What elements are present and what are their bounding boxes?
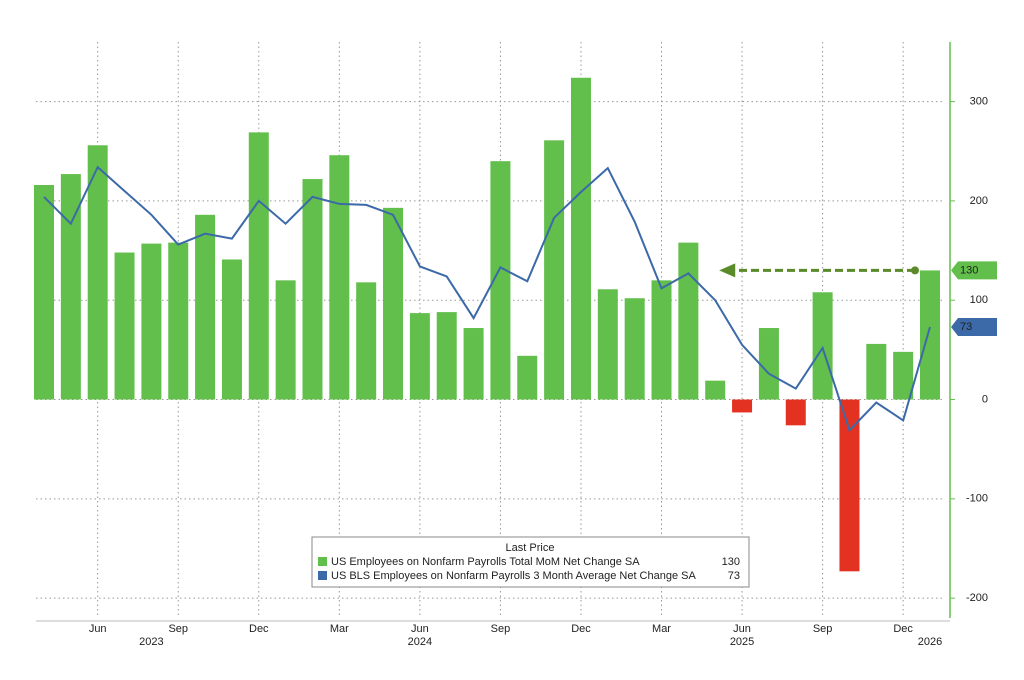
line [43,165,931,433]
bar [839,399,860,572]
x-tick-label: Sep [168,623,188,635]
x-tick-label: Mar [652,623,671,635]
bar [920,270,940,400]
bar [758,328,779,400]
bar [463,328,484,400]
x-tick-label: Mar [330,623,349,635]
bar [141,243,162,400]
year-label: 2025 [730,636,754,648]
bar [302,179,323,400]
bar [812,292,833,400]
bar [893,351,914,400]
x-tick-label: Jun [733,623,751,635]
bar [383,207,404,400]
legend-value: 73 [728,570,740,582]
bar [168,242,189,400]
bar [544,140,565,400]
bar [34,185,54,400]
y-tick-label: -200 [966,592,988,604]
bar [409,313,430,400]
bar [785,399,806,426]
x-tick-label: Dec [571,623,591,635]
year-label: 2023 [139,636,163,648]
legend-value: 130 [722,556,740,568]
legend-label: US Employees on Nonfarm Payrolls Total M… [331,556,640,568]
x-tick-label: Dec [893,623,913,635]
legend-title: Last Price [506,542,555,554]
legend-swatch [318,571,327,580]
y-tick-label: 200 [970,195,988,207]
x-tick-label: Sep [813,623,833,635]
bar [356,282,377,400]
legend-label: US BLS Employees on Nonfarm Payrolls 3 M… [331,570,696,582]
bar [221,259,242,400]
bar [517,355,538,400]
value-tag-label: 73 [960,321,972,333]
value-tag-label: 130 [960,264,978,276]
year-label: 2026 [918,636,942,648]
x-tick-label: Jun [411,623,429,635]
y-tick-label: 0 [982,393,988,405]
bar [248,132,269,400]
bar [195,214,216,400]
value-tag [951,318,997,337]
bar [651,280,672,400]
bar [705,380,726,400]
bar [597,289,618,400]
legend-swatch [318,557,327,566]
bar [275,280,296,400]
y-tick-label: 300 [970,95,988,107]
legend-box [311,536,750,588]
bar [678,242,699,400]
annotation-dot [911,266,919,275]
y-tick-label: -100 [966,493,988,505]
bar [436,312,457,400]
bar [87,145,108,400]
bar [114,252,135,400]
bar [570,77,591,400]
bar [732,399,753,413]
year-label: 2024 [408,636,432,648]
x-tick-label: Dec [249,623,269,635]
bar [490,161,511,400]
legend: Last Price US Employees on Nonfarm Payro… [311,536,750,588]
bar [60,174,81,400]
value-tag [951,261,997,280]
annotation-head [719,263,736,278]
y-tick-label: 100 [970,294,988,306]
bar [624,298,645,400]
bar [866,343,887,400]
x-tick-label: Sep [491,623,511,635]
x-tick-label: Jun [89,623,107,635]
bar [329,155,350,400]
